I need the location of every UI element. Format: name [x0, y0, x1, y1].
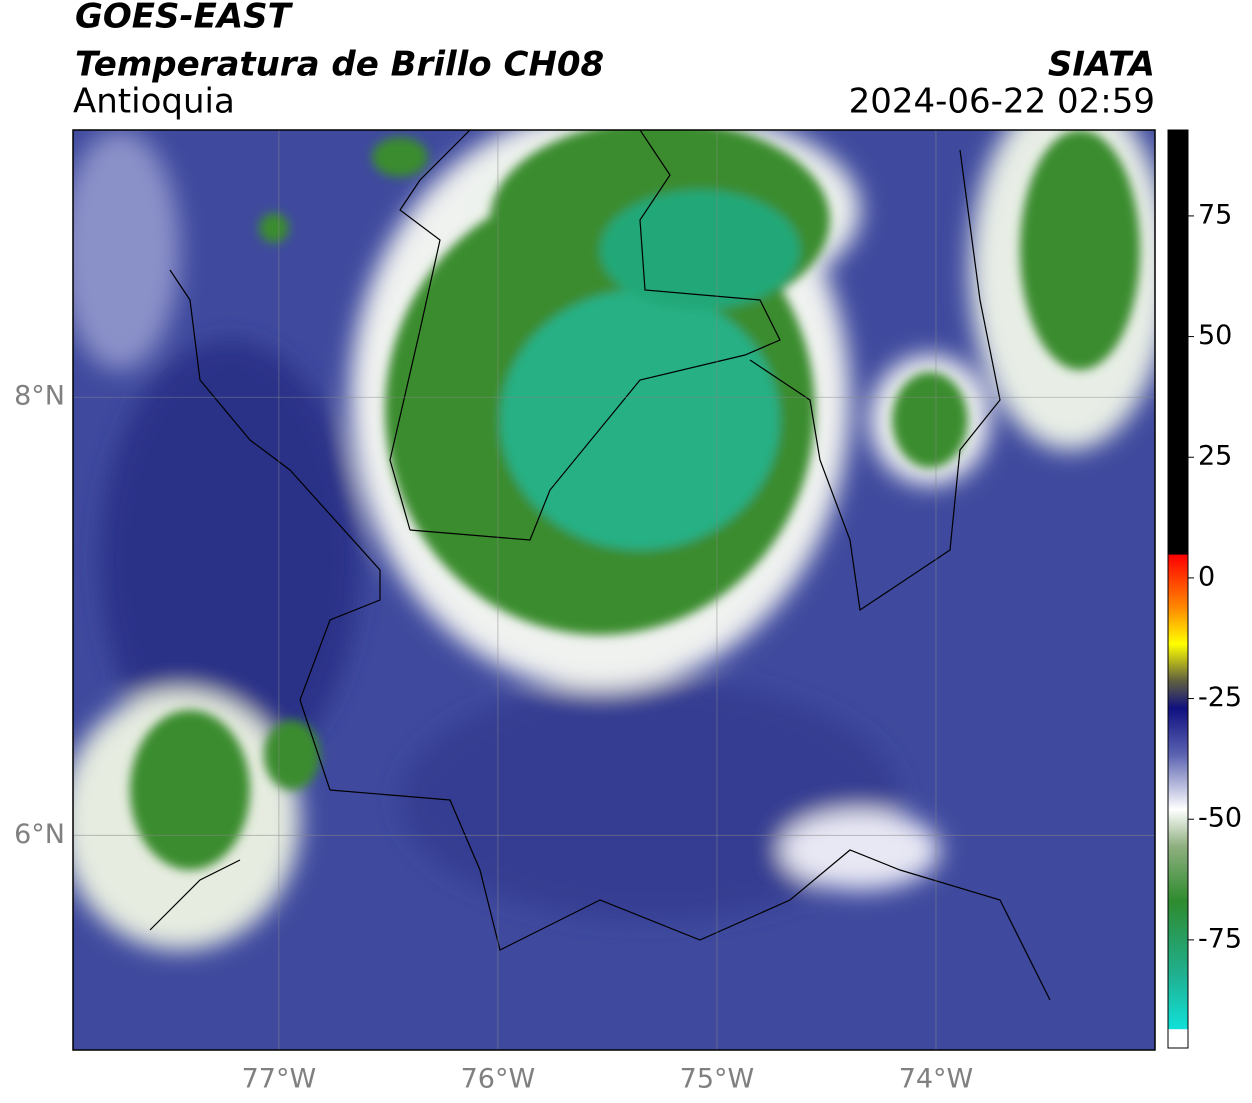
region: Antioquia: [73, 82, 235, 122]
y-tick-label: 8°N: [14, 381, 65, 412]
colorbar: [1167, 129, 1189, 1049]
x-tick-label: 76°W: [461, 1064, 536, 1095]
graticule: [73, 130, 1155, 1050]
datetime: 2024-06-22 02:59: [849, 82, 1155, 122]
colorbar-tick-label: 75: [1198, 199, 1232, 230]
colorbar-tick-label: -25: [1198, 682, 1242, 713]
x-tick-label: 77°W: [242, 1064, 317, 1095]
x-tick-label: 74°W: [899, 1064, 974, 1095]
source: SIATA: [1048, 45, 1155, 85]
colorbar-tick-label: 0: [1198, 561, 1215, 592]
subtitle: Temperatura de Brillo CH08: [75, 45, 604, 85]
colorbar-tick-label: -50: [1198, 803, 1242, 834]
colorbar-tick-label: 50: [1198, 320, 1232, 351]
colorbar-tick-label: 25: [1198, 441, 1232, 472]
title: GOES-EAST: [75, 0, 294, 37]
map-frame: [72, 129, 1156, 1051]
colorbar-tick-label: -75: [1198, 923, 1242, 954]
satellite-image: [73, 130, 1155, 1050]
x-tick-label: 75°W: [680, 1064, 755, 1095]
y-tick-label: 6°N: [14, 819, 65, 850]
